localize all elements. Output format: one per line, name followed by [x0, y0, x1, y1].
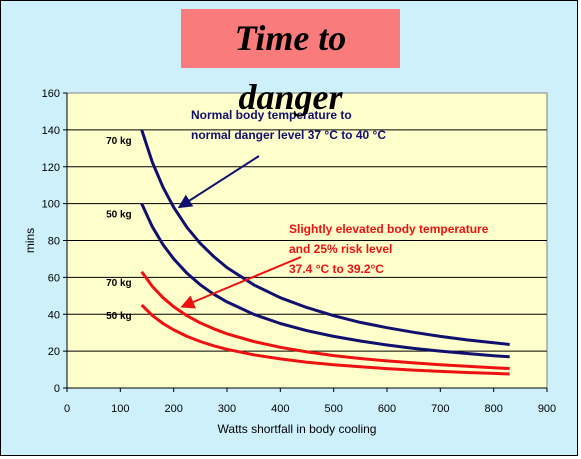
x-tick-label: 800 [484, 403, 502, 415]
x-tick-label: 500 [324, 403, 342, 415]
annotation-arrow [177, 155, 260, 209]
curve-label: 50 kg [106, 210, 132, 221]
y-tick-label: 100 [42, 199, 60, 211]
y-tick-label: 40 [48, 309, 60, 321]
x-tick-label: 0 [64, 403, 70, 415]
y-tick-label: 60 [48, 272, 60, 284]
annotation-arrow [180, 256, 302, 309]
series-line-elevated-3 [140, 303, 510, 376]
x-tick-label: 200 [164, 403, 182, 415]
x-tick-label: 300 [218, 403, 236, 415]
series-line-elevated-2 [140, 270, 510, 370]
x-tick-label: 700 [431, 403, 449, 415]
y-tick-label: 140 [42, 125, 60, 137]
curve-label: 70 kg [106, 136, 132, 147]
y-tick-label: 80 [48, 236, 60, 248]
title-banner: Time to danger [181, 9, 400, 117]
y-tick-label: 120 [42, 162, 60, 174]
y-axis-title: mins [23, 228, 37, 253]
x-tick-label: 600 [378, 403, 396, 415]
y-tick-label: 160 [42, 88, 60, 100]
y-tick-label: 20 [48, 346, 60, 358]
x-tick-label: 100 [111, 403, 129, 415]
annotation-text: and 25% risk level [289, 242, 392, 256]
annotation-text: Slightly elevated body temperature [289, 222, 489, 236]
curve-label: 50 kg [106, 311, 132, 322]
annotation-text: Normal body temperature to [191, 108, 352, 122]
series-line-normal-1 [140, 202, 510, 359]
x-axis-title: Watts shortfall in body cooling [218, 422, 377, 436]
annotation-text: 37.4 °C to 39.2°C [289, 262, 384, 276]
x-tick-label: 400 [271, 403, 289, 415]
series-line-normal-0 [140, 129, 510, 346]
annotation-text: normal danger level 37 °C to 40 °C [191, 128, 386, 142]
curve-label: 70 kg [106, 278, 132, 289]
x-tick-label: 900 [538, 403, 556, 415]
chart-title: Time to danger [234, 18, 347, 117]
y-tick-label: 0 [54, 383, 60, 395]
